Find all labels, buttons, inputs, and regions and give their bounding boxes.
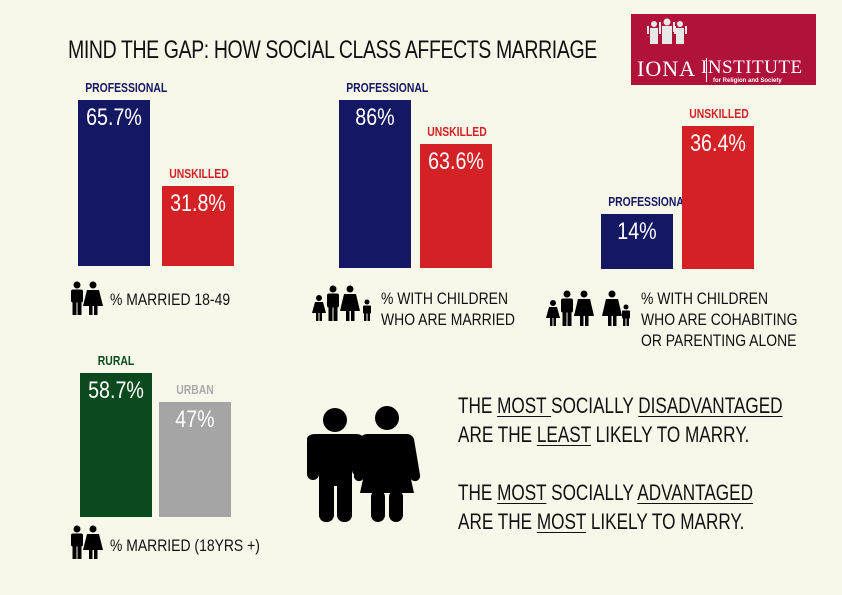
bar-value-professional: 65.7% (86, 103, 142, 131)
bar-label-professional: PROFESSIONAL (608, 193, 691, 209)
couple-icon (71, 281, 103, 315)
figures-logo-icon (647, 18, 687, 44)
message-line: ARE THE LEAST LIKELY TO MARRY. (458, 420, 783, 449)
chart-caption: % WITH CHILDREN WHO ARE COHABITING OR PA… (641, 288, 797, 351)
message-line: ARE THE MOST LIKELY TO MARRY. (458, 507, 753, 536)
caption-line: % WITH CHILDREN (641, 289, 769, 308)
bar-label-professional: PROFESSIONAL (85, 79, 168, 95)
couple-icon (71, 525, 103, 559)
bar-professional: PROFESSIONAL 86% (339, 80, 428, 268)
couple-large-icon (307, 406, 421, 522)
page-title: MIND THE GAP: HOW SOCIAL CLASS AFFECTS M… (68, 36, 597, 64)
logo-tagline: for Religion and Society (713, 78, 782, 84)
family-icon (312, 285, 371, 321)
chart-caption: % MARRIED (18YRS +) (110, 536, 260, 555)
bar-professional: PROFESSIONAL 65.7% (78, 80, 167, 266)
underlined-text: LEAST (536, 422, 591, 447)
bar-urban: URBAN 47% (159, 382, 231, 517)
underlined-text: DISADVANTAGED (638, 393, 783, 418)
bar-value-unskilled: 63.6% (428, 147, 484, 175)
text: ARE THE (458, 422, 537, 447)
chart-caption: % WITH CHILDREN WHO ARE MARRIED (381, 288, 515, 330)
bar-value-professional: 14% (617, 217, 657, 245)
bar-label-rural: RURAL (97, 353, 135, 369)
bar-unskilled: UNSKILLED 31.8% (162, 166, 234, 266)
bar-label-professional: PROFESSIONAL (346, 80, 429, 96)
bar-label-unskilled: UNSKILLED (689, 105, 749, 121)
chart-with-children-married: PROFESSIONAL 86% UNSKILLED 63.6% (339, 80, 499, 268)
text: ARE THE (458, 509, 537, 534)
caption-line: OR PARENTING ALONE (641, 331, 797, 350)
chart-married-rural-urban: RURAL 58.7% URBAN 47% (80, 353, 240, 517)
underlined-text: MOST (497, 480, 547, 505)
text: SOCIALLY (551, 393, 639, 418)
text: LIKELY TO MARRY. (586, 509, 745, 534)
message-line: THE MOST SOCIALLY ADVANTAGED (458, 478, 753, 507)
caption-line: % WITH CHILDREN (381, 289, 509, 308)
bar-value-urban: 47% (175, 405, 215, 433)
iona-institute-logo: IONA INSTITUTE for Religion and Society (631, 14, 816, 85)
caption-line: WHO ARE MARRIED (381, 310, 515, 329)
text: THE (458, 480, 498, 505)
underlined-text: MOST (536, 509, 587, 534)
message-line: THE MOST SOCIALLY DISADVANTAGED (458, 391, 783, 420)
underlined-text: MOST (497, 393, 552, 418)
text: SOCIALLY (546, 480, 638, 505)
bar-label-unskilled: UNSKILLED (427, 123, 487, 139)
caption-line: WHO ARE COHABITING (641, 310, 798, 329)
logo-name: IONA (637, 56, 696, 81)
bar-professional: PROFESSIONAL 14% (601, 194, 690, 269)
bar-label-unskilled: UNSKILLED (169, 165, 229, 181)
text: LIKELY TO MARRY. (590, 422, 750, 447)
message-disadvantaged: THE MOST SOCIALLY DISADVANTAGED ARE THE … (458, 391, 783, 449)
bar-value-unskilled: 31.8% (170, 189, 226, 217)
underlined-text: ADVANTAGED (637, 480, 753, 505)
logo-divider (706, 58, 707, 82)
bar-label-urban: URBAN (176, 381, 214, 397)
logo-name-2: INSTITUTE (701, 57, 803, 78)
bar-unskilled: UNSKILLED 36.4% (682, 106, 754, 269)
chart-with-children-cohabiting: PROFESSIONAL 14% UNSKILLED 36.4% (601, 106, 761, 269)
chart-married-18-49: PROFESSIONAL 65.7% UNSKILLED 31.8% (78, 80, 238, 266)
bar-value-professional: 86% (355, 104, 395, 132)
bar-value-unskilled: 36.4% (690, 129, 746, 157)
bar-value-rural: 58.7% (88, 377, 144, 405)
bar-rural: RURAL 58.7% (80, 353, 152, 517)
text: THE (458, 393, 498, 418)
family-and-single-parent-icon (546, 290, 630, 326)
bar-unskilled: UNSKILLED 63.6% (420, 124, 492, 268)
chart-caption: % MARRIED 18-49 (110, 290, 231, 309)
message-advantaged: THE MOST SOCIALLY ADVANTAGED ARE THE MOS… (458, 478, 753, 536)
